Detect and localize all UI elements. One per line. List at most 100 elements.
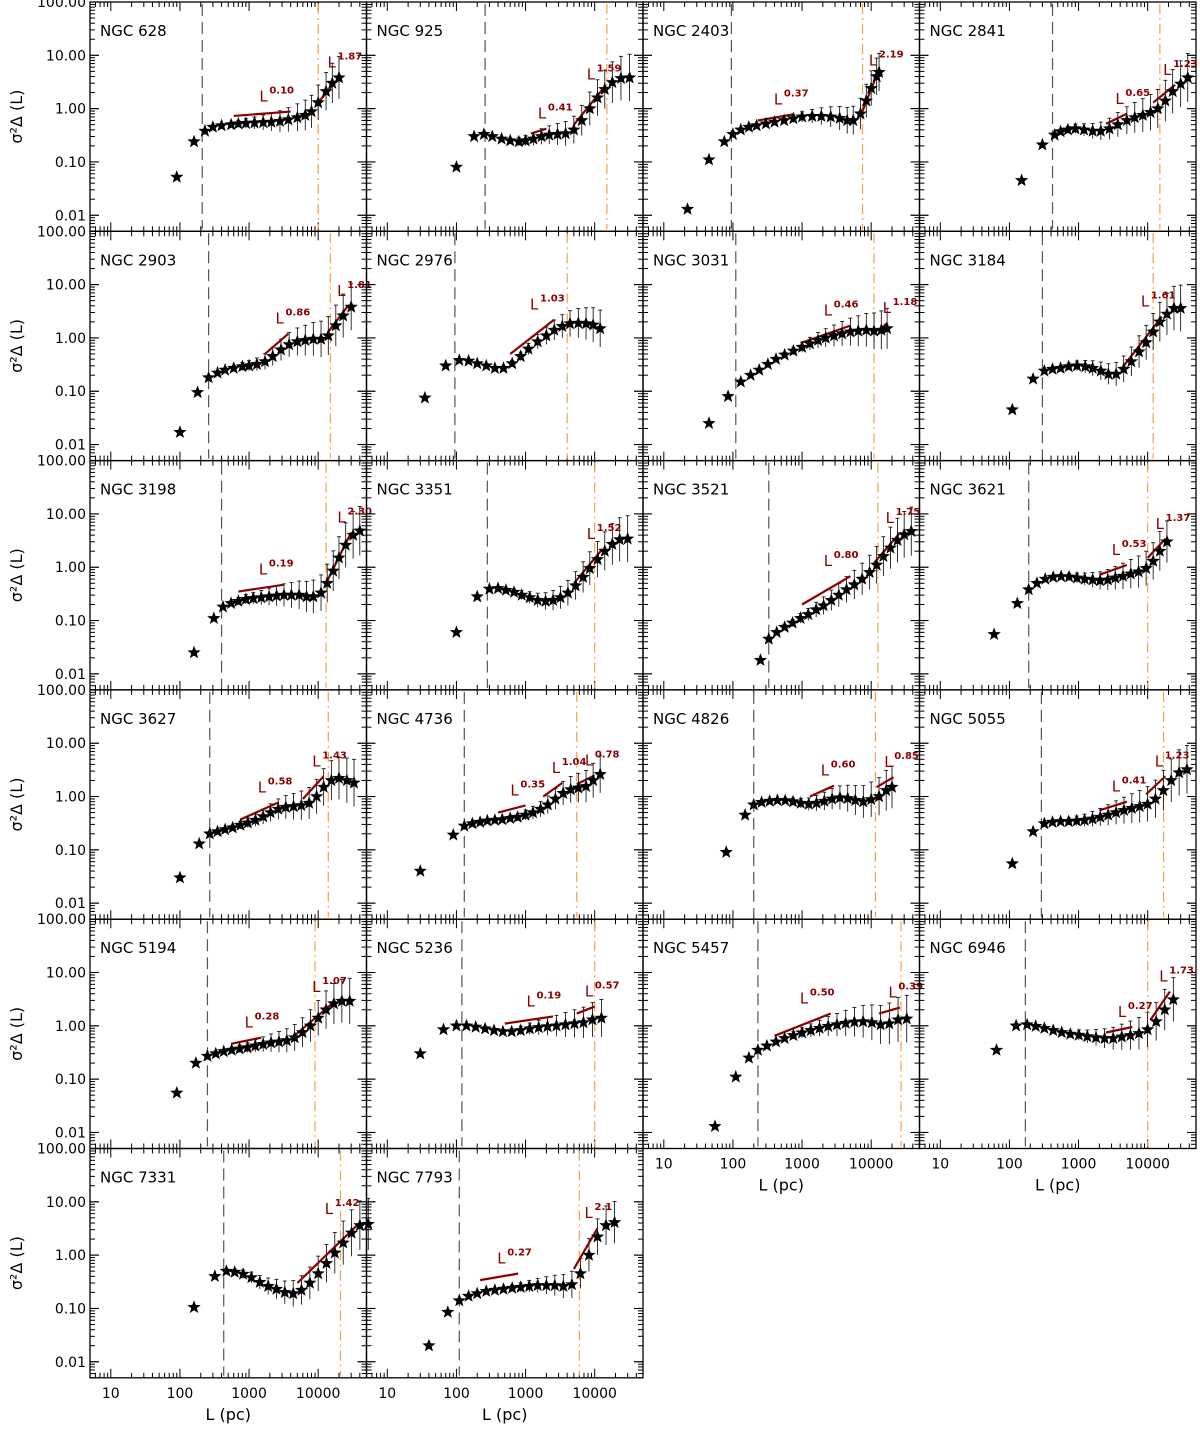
data-point (561, 585, 575, 599)
fit-line (861, 74, 878, 112)
data-point (1046, 1023, 1060, 1037)
fit-slope-label: 0.39 (898, 982, 923, 993)
data-point (413, 1046, 427, 1060)
data-point (874, 323, 888, 336)
data-point (812, 1021, 827, 1034)
fit-line (497, 804, 526, 814)
data-point (286, 1286, 300, 1300)
data-point (1109, 367, 1123, 380)
data-point (306, 332, 320, 345)
fit-line (504, 1015, 554, 1025)
panel-name: NGC 4736 (377, 710, 453, 728)
fit-label-L: L (552, 759, 561, 777)
data-point (227, 361, 241, 374)
data-point (1132, 344, 1146, 358)
data-point (294, 1283, 309, 1296)
data-point (1180, 762, 1194, 776)
data-point (819, 330, 833, 344)
data-point (314, 585, 328, 599)
data-point (729, 1069, 743, 1083)
data-point (1151, 101, 1165, 115)
data-point (883, 540, 898, 554)
data-point (579, 779, 593, 792)
data-point (1123, 1028, 1137, 1042)
data-point (1020, 1017, 1034, 1031)
data-point (817, 794, 831, 807)
data-point (1014, 173, 1029, 187)
data-point (1054, 569, 1068, 583)
fit-slope-label: 1.23 (1173, 59, 1198, 70)
data-point (173, 870, 187, 884)
data-point (317, 780, 331, 793)
data-point (280, 1033, 294, 1047)
data-point (1172, 765, 1186, 779)
fit-label-L: L (328, 54, 337, 72)
data-point (240, 1040, 255, 1054)
data-point (277, 588, 291, 601)
data-point (1086, 572, 1100, 586)
data-point (1101, 367, 1115, 380)
data-point (470, 589, 484, 603)
data-point (762, 632, 776, 645)
data-point (264, 115, 278, 128)
data-point (1101, 572, 1115, 586)
data-point (778, 347, 792, 361)
data-point (491, 581, 505, 595)
fit-line (230, 1036, 262, 1045)
data-point (833, 790, 847, 804)
data-point (1111, 117, 1125, 131)
panel-name: NGC 4826 (653, 710, 729, 728)
fit-slope-label: 1.43 (322, 750, 347, 761)
data-point (1037, 1021, 1051, 1034)
data-point (759, 116, 773, 130)
panel-name: NGC 5236 (377, 939, 453, 957)
data-point (590, 552, 605, 566)
data-point (329, 318, 343, 332)
y-tick-label: 0.01 (55, 667, 86, 683)
data-point (1029, 1019, 1043, 1032)
data-point (1080, 1029, 1094, 1043)
data-point (1117, 803, 1131, 816)
data-point (1054, 814, 1068, 828)
data-point (261, 1279, 275, 1292)
data-point (583, 561, 597, 575)
data-point (872, 65, 886, 78)
fit-slope-label: 2.19 (879, 49, 904, 60)
fit-slope-label: 1.23 (1165, 750, 1190, 761)
data-point (332, 771, 346, 784)
data-point (533, 802, 548, 815)
fit-slope-label: 1.04 (562, 757, 587, 768)
data-point (605, 537, 619, 550)
fit-slope-label: 0.35 (520, 779, 545, 790)
data-point (904, 524, 918, 538)
data-point (1132, 1026, 1146, 1040)
fit-slope-label: 0.10 (269, 86, 294, 97)
data-point (605, 75, 619, 89)
data-point (459, 1018, 474, 1032)
data-point (856, 794, 870, 808)
data-point (1022, 582, 1036, 596)
data-point (170, 1086, 184, 1099)
data-point (264, 1035, 278, 1049)
data-point (778, 1031, 792, 1045)
fit-slope-label: 2.30 (347, 506, 372, 517)
data-point (586, 318, 600, 331)
data-point (805, 109, 819, 122)
data-point (192, 836, 206, 850)
fit-label-L: L (888, 984, 897, 1002)
data-point (531, 593, 545, 606)
data-point (550, 127, 565, 140)
fit-slope-label: 1.75 (896, 507, 921, 518)
data-point (770, 793, 785, 806)
data-point (583, 101, 597, 115)
data-point (187, 1300, 201, 1313)
fit-label-L: L (774, 90, 783, 108)
data-point (482, 582, 497, 595)
data-point (319, 1256, 334, 1269)
data-point (832, 588, 846, 601)
data-point (242, 358, 256, 372)
data-point (1124, 354, 1138, 368)
data-point (303, 1276, 317, 1289)
